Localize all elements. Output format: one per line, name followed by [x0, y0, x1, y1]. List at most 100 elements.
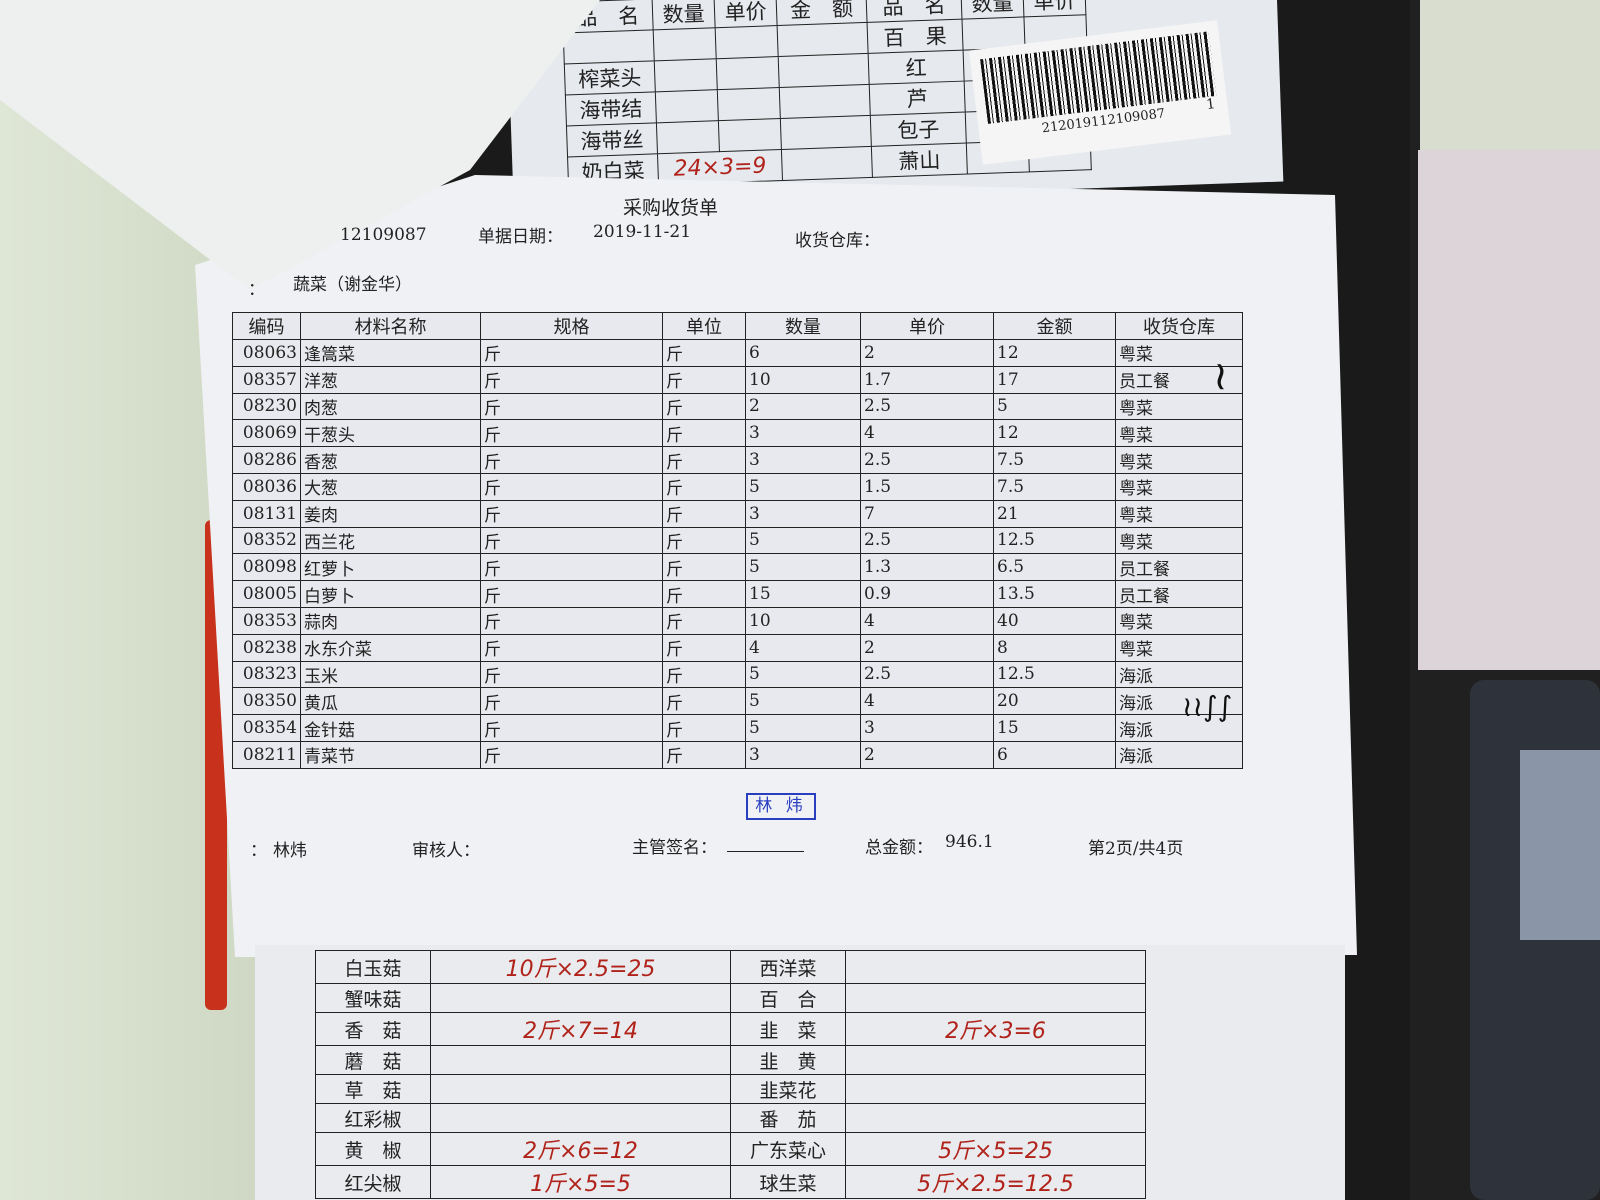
table-cell: 斤 [480, 419, 663, 448]
table-cell: 2.5 [860, 446, 994, 474]
handwritten-note: 5斤×5=25 [845, 1132, 1146, 1166]
handwritten-note: 1斤×5=5 [430, 1165, 731, 1199]
bottom-order-sheet: 白玉菇 10斤×2.5=25 西洋菜 蟹味菇 百 合香 菇 2斤×7=14 韭 菜 2斤×3=… [255, 945, 1345, 1200]
table-cell: 斤 [662, 633, 746, 662]
handwritten-note: 2斤×7=14 [430, 1012, 731, 1046]
table-cell: 白萝卜 [300, 580, 481, 608]
item-name: 西洋菜 [730, 950, 846, 984]
table-cell: 2.5 [860, 526, 994, 555]
header-cell: 数量 [652, 0, 716, 30]
table-cell: 斤 [480, 687, 663, 716]
table-cell: 斤 [662, 526, 746, 555]
table-cell: 玉米 [300, 660, 481, 689]
handwritten-note [845, 950, 1146, 984]
table-cell: 1.3 [860, 553, 994, 582]
table-cell: 员工餐 [1115, 580, 1243, 608]
page-title: 采购收货单 [623, 197, 719, 219]
barcode-suffix: 1 [1205, 96, 1217, 114]
table-cell: 8 [993, 633, 1116, 662]
table-cell: 15 [745, 580, 861, 608]
table-cell: 2 [745, 392, 861, 421]
table-cell: 08323 [232, 660, 301, 689]
table-cell: 榨菜头 [564, 60, 656, 96]
table-cell: 斤 [662, 365, 746, 394]
table-cell: 斤 [662, 392, 746, 421]
table-cell: 7.5 [993, 472, 1116, 501]
table-cell: 6 [745, 339, 861, 367]
table-cell: 姜肉 [300, 499, 481, 528]
total-value: 946.1 [945, 832, 994, 852]
column-header: 收货仓库 [1115, 312, 1243, 340]
item-name: 韭 黄 [730, 1045, 846, 1075]
table-cell: 斤 [662, 580, 746, 608]
table-cell: 斤 [480, 499, 663, 528]
table-cell: 斤 [480, 392, 663, 421]
table-cell: 大葱 [300, 472, 481, 501]
calculator [1470, 680, 1600, 1200]
table-cell: 斤 [662, 472, 746, 501]
table-cell: 斤 [480, 633, 663, 662]
doc-number: 12109087 [340, 225, 427, 245]
page-indicator: 第2页/共4页 [1088, 839, 1184, 859]
handwritten-note: 2斤×6=12 [430, 1132, 731, 1166]
table-cell: 08353 [232, 606, 301, 635]
table-cell: 20 [993, 687, 1116, 716]
table-cell: 40 [993, 606, 1116, 635]
table-cell: 12.5 [993, 526, 1116, 555]
table-row: 红彩椒 番 茄 [315, 1103, 1146, 1133]
table-row: 08230 肉葱斤斤 2 2.5 5 粤菜 [232, 392, 1243, 421]
table-cell: 3 [745, 499, 861, 528]
table-row: 08131 姜肉斤斤 3 7 21 粤菜 [232, 499, 1243, 528]
table-cell: 粤菜 [1115, 633, 1243, 662]
column-header: 材料名称 [300, 312, 481, 340]
table-header-row: 编码 材料名称 规格 单位 数量 单价 金额 收货仓库 [232, 312, 1243, 340]
table-cell: 2 [860, 633, 994, 662]
table-cell: 12 [993, 339, 1116, 367]
column-header: 金额 [993, 312, 1116, 340]
table-cell: 干葱头 [300, 419, 481, 448]
reviewer-label: 审核人： [412, 841, 480, 861]
table-cell: 2.5 [860, 392, 994, 421]
table-row: 08238 水东介菜斤斤 4 2 8 粤菜 [232, 633, 1243, 662]
handwritten-note [845, 983, 1146, 1013]
maker-label: ： [250, 841, 267, 861]
column-header: 单价 [860, 312, 994, 340]
table-cell: 斤 [480, 553, 663, 582]
table-cell: 08230 [232, 392, 301, 421]
table-cell: 斤 [480, 714, 663, 742]
table-cell: 08063 [232, 339, 301, 367]
table-cell: 粤菜 [1115, 419, 1243, 448]
table-cell: 金针菇 [300, 714, 481, 742]
item-name: 广东菜心 [730, 1132, 846, 1166]
table-cell: 4 [860, 687, 994, 716]
table-cell: 1.5 [860, 472, 994, 501]
column-header: 单位 [662, 312, 746, 340]
table-cell: 6.5 [993, 553, 1116, 582]
table-cell: 7.5 [993, 446, 1116, 474]
table-row: 08286 香葱斤斤 3 2.5 7.5 粤菜 [232, 446, 1243, 474]
table-row: 08354 金针菇斤斤 5 3 15 海派 [232, 714, 1243, 742]
table-cell: 百 果 [867, 19, 964, 54]
table-cell: 0.9 [860, 580, 994, 608]
table-cell: 粤菜 [1115, 499, 1243, 528]
table-cell: 4 [745, 633, 861, 662]
table-cell: 员工餐 [1115, 553, 1243, 582]
item-name: 番 茄 [730, 1103, 846, 1133]
table-cell: 5 [745, 714, 861, 742]
table-cell: 08098 [232, 553, 301, 582]
handwritten-note: 2斤×3=6 [845, 1012, 1146, 1046]
table-cell: 1.7 [860, 365, 994, 394]
table-cell: 斤 [480, 660, 663, 689]
table-cell: 海派 [1115, 660, 1243, 689]
item-name: 草 菇 [315, 1074, 431, 1104]
total-label: 总金额： [865, 838, 933, 858]
table-cell: 08357 [232, 365, 301, 394]
table-cell: 2.5 [860, 660, 994, 689]
supervisor-label: 主管签名： [632, 838, 717, 858]
date-value: 2019-11-21 [593, 222, 692, 242]
maker-value: 林炜 [273, 841, 307, 861]
table-cell: 黄瓜 [300, 687, 481, 716]
table-cell: 肉葱 [300, 392, 481, 421]
table-cell: 08131 [232, 499, 301, 528]
table-row: 草 菇 韭菜花 [315, 1074, 1146, 1104]
